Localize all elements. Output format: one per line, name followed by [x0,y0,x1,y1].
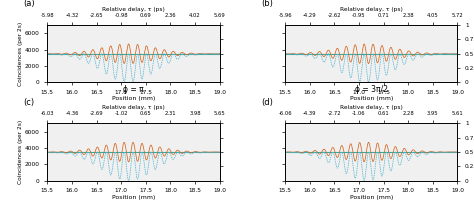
Y-axis label: Coincidences (per 2s): Coincidences (per 2s) [18,120,23,184]
X-axis label: Relative delay, τ (ps): Relative delay, τ (ps) [340,7,403,12]
Y-axis label: Coincidences (per 2s): Coincidences (per 2s) [18,22,23,86]
X-axis label: Relative delay, τ (ps): Relative delay, τ (ps) [340,105,403,110]
Title: ϕ = 3π/2: ϕ = 3π/2 [355,85,388,93]
X-axis label: Position (mm): Position (mm) [112,96,155,101]
X-axis label: Relative delay, τ (ps): Relative delay, τ (ps) [102,7,165,12]
X-axis label: Position (mm): Position (mm) [350,96,393,101]
Title: ϕ = π: ϕ = π [123,85,144,93]
Text: (d): (d) [261,98,273,107]
Text: (c): (c) [23,98,35,107]
X-axis label: Position (mm): Position (mm) [112,195,155,200]
Text: (b): (b) [261,0,273,8]
Text: (a): (a) [23,0,35,8]
X-axis label: Position (mm): Position (mm) [350,195,393,200]
X-axis label: Relative delay, τ (ps): Relative delay, τ (ps) [102,105,165,110]
